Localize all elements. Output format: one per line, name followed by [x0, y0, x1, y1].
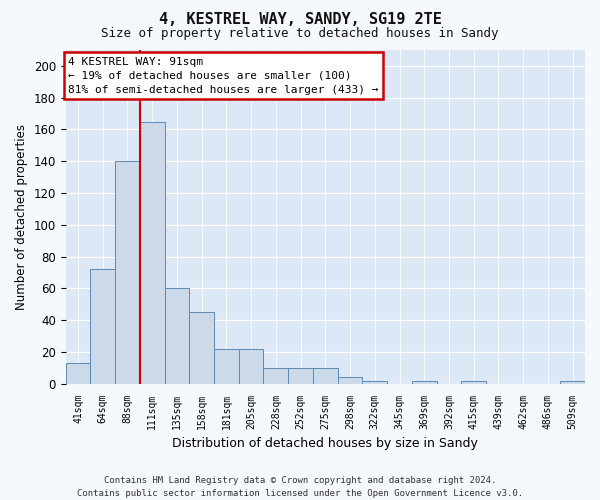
Bar: [313, 368, 338, 384]
Bar: [239, 348, 263, 384]
Text: 4, KESTREL WAY, SANDY, SG19 2TE: 4, KESTREL WAY, SANDY, SG19 2TE: [158, 12, 442, 28]
Bar: [288, 368, 313, 384]
Text: 4 KESTREL WAY: 91sqm
← 19% of detached houses are smaller (100)
81% of semi-deta: 4 KESTREL WAY: 91sqm ← 19% of detached h…: [68, 56, 379, 94]
Bar: [461, 380, 486, 384]
Text: Contains HM Land Registry data © Crown copyright and database right 2024.
Contai: Contains HM Land Registry data © Crown c…: [77, 476, 523, 498]
Y-axis label: Number of detached properties: Number of detached properties: [15, 124, 28, 310]
Text: Size of property relative to detached houses in Sandy: Size of property relative to detached ho…: [101, 28, 499, 40]
Bar: [412, 380, 437, 384]
Bar: [214, 348, 239, 384]
Bar: [65, 363, 91, 384]
Bar: [263, 368, 288, 384]
Bar: [560, 380, 585, 384]
X-axis label: Distribution of detached houses by size in Sandy: Distribution of detached houses by size …: [172, 437, 478, 450]
Bar: [164, 288, 190, 384]
Bar: [115, 161, 140, 384]
Bar: [91, 270, 115, 384]
Bar: [338, 378, 362, 384]
Bar: [190, 312, 214, 384]
Bar: [140, 122, 164, 384]
Bar: [362, 380, 387, 384]
